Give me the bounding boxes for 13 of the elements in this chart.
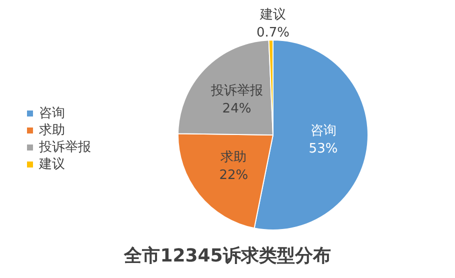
legend-label: 投诉举报 [38, 140, 91, 155]
data-label: 24% [222, 101, 252, 116]
slice-label: 投诉举报 [210, 83, 263, 98]
text: 全市12345诉求类型分布 [123, 246, 331, 266]
data-label: 53% [308, 142, 338, 157]
legend-label: 咨询 [39, 106, 65, 121]
legend-label: 求助 [39, 123, 65, 138]
slice-label: 求助 [220, 150, 247, 166]
data-label: 0.7% [256, 26, 290, 40]
slice-label: 建议 [259, 8, 286, 22]
slice-label: 咨询 [310, 124, 336, 139]
legend-label: 建议 [38, 157, 65, 172]
data-label: 22% [219, 168, 248, 184]
